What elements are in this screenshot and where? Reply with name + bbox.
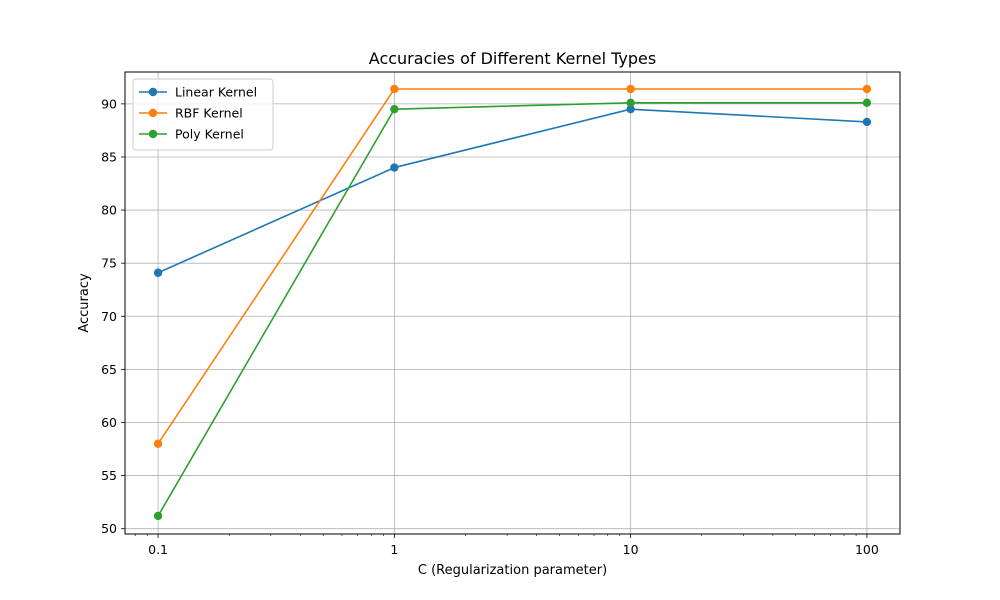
data-point xyxy=(862,117,872,127)
legend-marker xyxy=(148,108,158,118)
data-point xyxy=(153,511,163,521)
x-tick-label: 0.1 xyxy=(148,542,168,557)
legend-label: Linear Kernel xyxy=(175,85,257,100)
y-tick-label: 75 xyxy=(101,256,117,271)
legend-label: RBF Kernel xyxy=(175,106,243,121)
y-tick-label: 70 xyxy=(101,309,117,324)
y-tick-label: 60 xyxy=(101,415,117,430)
x-axis-label: C (Regularization parameter) xyxy=(418,563,607,578)
legend-marker xyxy=(148,87,158,97)
chart-title: Accuracies of Different Kernel Types xyxy=(369,49,656,68)
x-tick-label: 100 xyxy=(855,542,879,557)
legend-entry: Linear Kernel xyxy=(139,85,257,100)
y-tick-label: 50 xyxy=(101,521,117,536)
legend-label: Poly Kernel xyxy=(175,127,244,142)
x-tick-label: 10 xyxy=(623,542,639,557)
data-point xyxy=(862,98,872,108)
legend-entry: Poly Kernel xyxy=(139,127,244,142)
y-tick-label: 65 xyxy=(101,362,117,377)
axis-ticks: 0.1 1 10 100 50 55 60 65 70 75 80 85 90 xyxy=(101,96,879,557)
y-tick-label: 85 xyxy=(101,149,117,164)
legend-box xyxy=(132,78,274,151)
series-poly-kernel xyxy=(153,98,872,521)
y-axis-label: Accuracy xyxy=(77,273,92,333)
data-point xyxy=(390,84,399,94)
data-point xyxy=(626,104,635,114)
legend-marker xyxy=(148,129,158,139)
data-point xyxy=(390,104,399,114)
plot-frame xyxy=(124,71,901,535)
data-point xyxy=(626,98,635,108)
series-layer xyxy=(153,84,872,521)
y-tick-label: 80 xyxy=(101,203,117,218)
data-point xyxy=(153,439,163,448)
data-point xyxy=(390,163,399,172)
data-point xyxy=(626,84,635,94)
data-point xyxy=(153,268,163,277)
y-tick-label: 55 xyxy=(101,468,117,483)
series-line xyxy=(157,102,867,517)
x-tick-label: 1 xyxy=(390,542,398,557)
series-line xyxy=(157,88,867,445)
series-line xyxy=(157,108,867,274)
grid xyxy=(125,72,900,534)
legend: Linear Kernel RBF Kernel Poly Kernel xyxy=(132,78,274,151)
legend-entry: RBF Kernel xyxy=(139,106,243,121)
data-point xyxy=(862,84,872,94)
series-linear-kernel xyxy=(153,104,872,277)
y-tick-label: 90 xyxy=(101,96,117,111)
series-rbf-kernel xyxy=(153,84,872,448)
